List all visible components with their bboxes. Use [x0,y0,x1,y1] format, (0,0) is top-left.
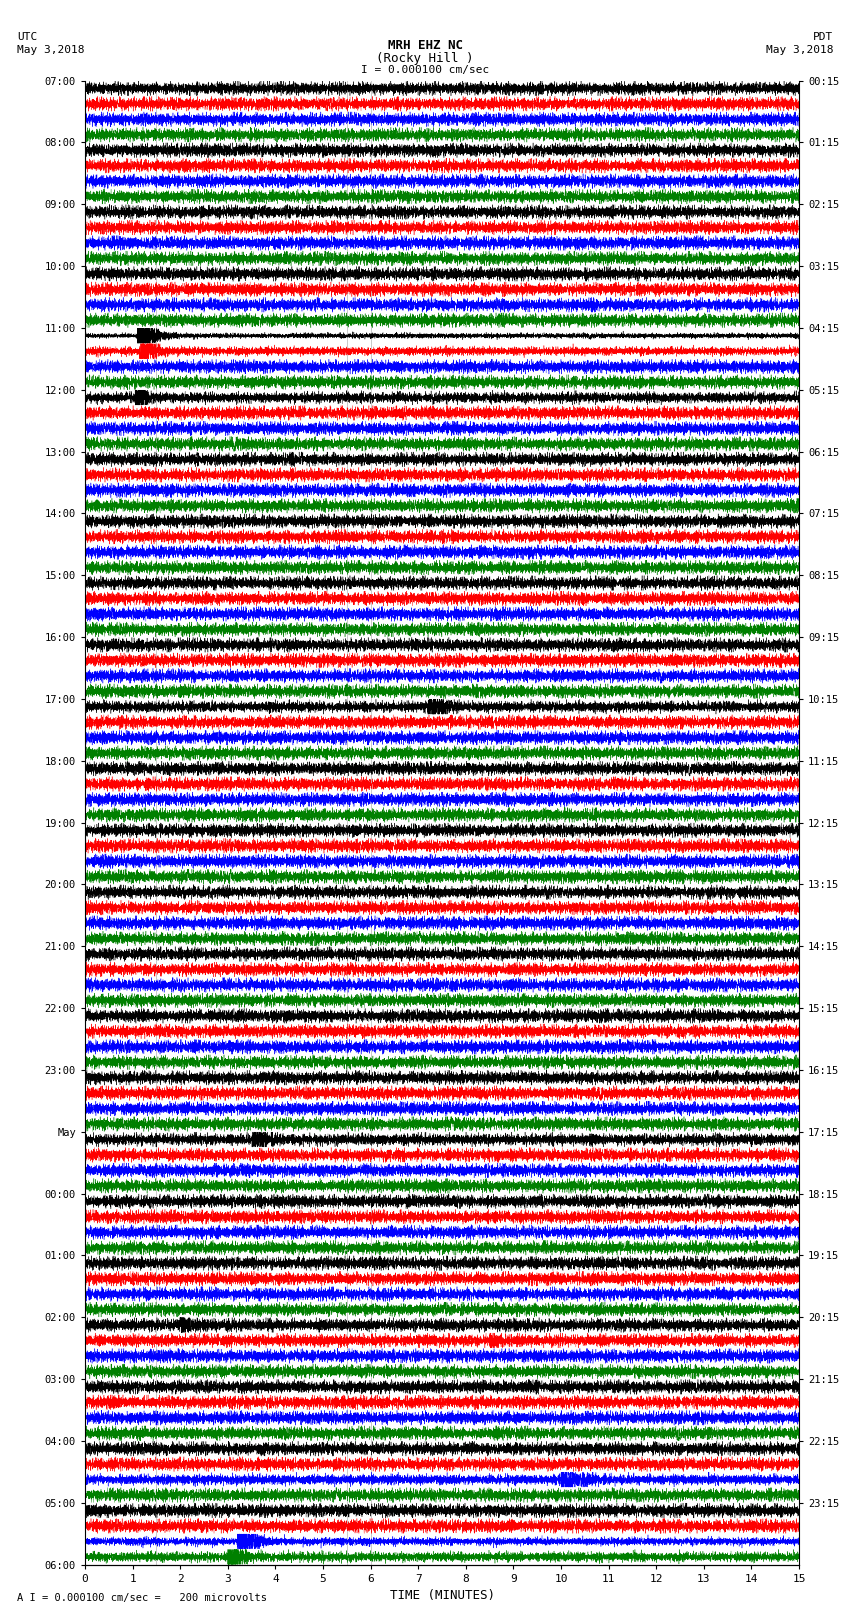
Text: MRH EHZ NC: MRH EHZ NC [388,39,462,52]
Text: I = 0.000100 cm/sec: I = 0.000100 cm/sec [361,65,489,74]
Text: (Rocky Hill ): (Rocky Hill ) [377,52,473,65]
Text: UTC: UTC [17,32,37,42]
X-axis label: TIME (MINUTES): TIME (MINUTES) [389,1589,495,1602]
Text: PDT: PDT [813,32,833,42]
Text: A I = 0.000100 cm/sec =   200 microvolts: A I = 0.000100 cm/sec = 200 microvolts [17,1594,267,1603]
Text: May 3,2018: May 3,2018 [17,45,84,55]
Text: May 3,2018: May 3,2018 [766,45,833,55]
